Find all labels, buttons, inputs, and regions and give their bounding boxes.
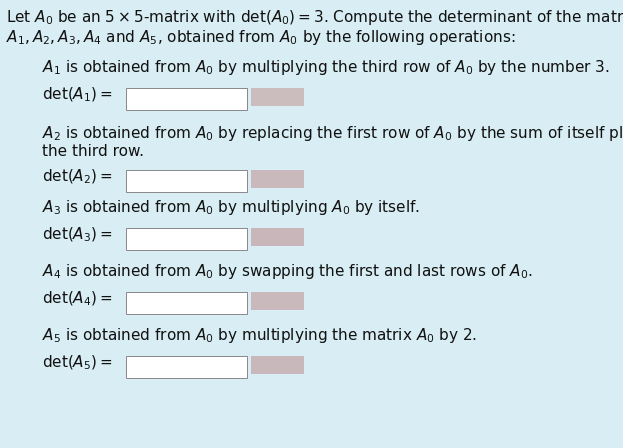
FancyBboxPatch shape [126,170,247,192]
FancyBboxPatch shape [126,228,247,250]
Text: $\det(\mathit{A}_5) =$: $\det(\mathit{A}_5) =$ [42,354,113,372]
Text: $\mathit{A}_3$ is obtained from $\mathit{A}_0$ by multiplying $\mathit{A}_0$ by : $\mathit{A}_3$ is obtained from $\mathit… [42,198,421,217]
Text: $\det(\mathit{A}_4) =$: $\det(\mathit{A}_4) =$ [42,290,113,308]
Bar [251,228,304,246]
FancyBboxPatch shape [126,88,247,110]
Text: $\det(\mathit{A}_1) =$: $\det(\mathit{A}_1) =$ [42,86,113,104]
Text: $\det(\mathit{A}_3) =$: $\det(\mathit{A}_3) =$ [42,226,113,245]
Text: the third row.: the third row. [42,144,145,159]
Bar [251,170,304,188]
Text: $\mathit{A}_4$ is obtained from $\mathit{A}_0$ by swapping the first and last ro: $\mathit{A}_4$ is obtained from $\mathit… [42,262,533,281]
Text: $\mathit{A}_1, \mathit{A}_2, \mathit{A}_3, \mathit{A}_4$ and $\mathit{A}_5$, obt: $\mathit{A}_1, \mathit{A}_2, \mathit{A}_… [6,28,516,47]
Text: $\mathit{A}_2$ is obtained from $\mathit{A}_0$ by replacing the first row of $\m: $\mathit{A}_2$ is obtained from $\mathit… [42,124,623,143]
Text: $\mathit{A}_1$ is obtained from $\mathit{A}_0$ by multiplying the third row of $: $\mathit{A}_1$ is obtained from $\mathit… [42,58,611,77]
Text: $\mathit{A}_5$ is obtained from $\mathit{A}_0$ by multiplying the matrix $\mathi: $\mathit{A}_5$ is obtained from $\mathit… [42,326,477,345]
FancyBboxPatch shape [126,292,247,314]
Text: Let $\mathit{A}_0$ be an $5 \times 5$-matrix with $\det(\mathit{A}_0) = 3$. Comp: Let $\mathit{A}_0$ be an $5 \times 5$-ma… [6,8,623,27]
FancyBboxPatch shape [126,356,247,378]
Bar [251,292,304,310]
Text: $\det(\mathit{A}_2) =$: $\det(\mathit{A}_2) =$ [42,168,113,186]
Bar [251,88,304,106]
Bar [251,356,304,374]
